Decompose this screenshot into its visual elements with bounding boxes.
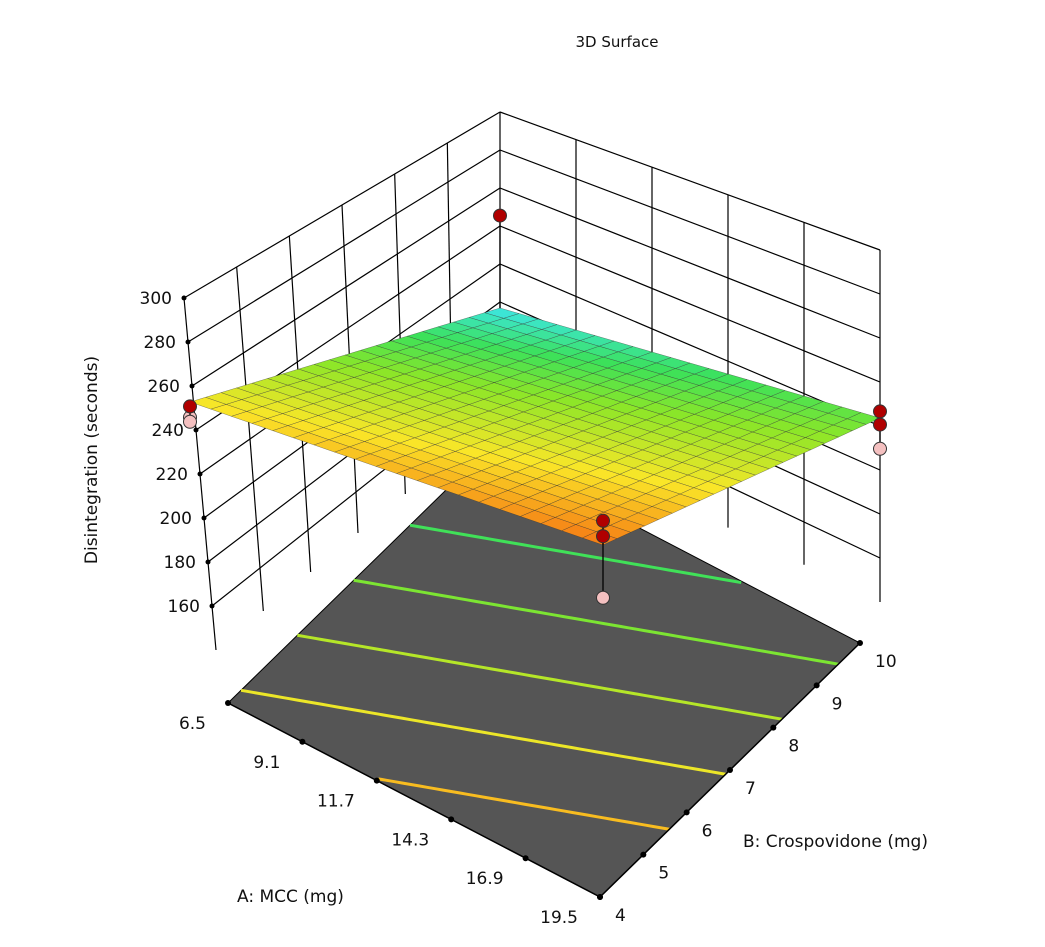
- contour-line: [297, 633, 783, 721]
- x-tick-mark: [448, 816, 455, 823]
- z-tick-mark: [185, 339, 191, 345]
- design-points-below: [183, 402, 887, 605]
- wall-gridline: [499, 187, 881, 339]
- z-tick-label: 280: [144, 333, 176, 353]
- y-tick-mark: [770, 724, 777, 731]
- chart-title: 3D Surface: [575, 33, 658, 51]
- y-tick-mark: [727, 767, 733, 773]
- z-tick-label: 260: [148, 377, 180, 397]
- x-tick-label: 16.9: [466, 869, 504, 889]
- y-axis-label: B: Crospovidone (mg): [743, 832, 928, 852]
- z-tick-label: 200: [160, 509, 192, 529]
- z-tick-mark: [181, 295, 187, 301]
- contour-line: [409, 523, 742, 585]
- design-point: [493, 208, 507, 223]
- z-tick-mark: [209, 603, 215, 609]
- design-point: [596, 529, 610, 544]
- wall-gridline: [236, 266, 264, 612]
- contour-line: [353, 578, 839, 666]
- contour-line: [378, 777, 670, 831]
- x-tick-label: 11.7: [317, 792, 355, 812]
- x-tick-label: 9.1: [253, 753, 280, 773]
- z-tick-mark: [193, 427, 199, 433]
- wall-gridline: [499, 111, 881, 251]
- z-tick-label: 180: [164, 553, 196, 573]
- z-tick-mark: [201, 515, 207, 521]
- response-surface: [189, 307, 881, 546]
- z-tick-label: 300: [140, 289, 172, 309]
- x-tick-label: 14.3: [391, 830, 429, 850]
- z-tick-label: 220: [156, 465, 188, 485]
- x-tick-mark: [225, 700, 231, 706]
- y-tick-label: 7: [745, 779, 756, 799]
- z-tick-label: 240: [152, 421, 184, 441]
- y-tick-mark: [597, 894, 603, 900]
- z-tick-mark: [197, 471, 203, 477]
- y-tick-label: 8: [788, 737, 799, 757]
- x-tick-label: 19.5: [540, 908, 578, 928]
- wall-gridline: [499, 225, 881, 383]
- x-tick-mark: [522, 855, 529, 862]
- z-tick-mark: [189, 383, 195, 389]
- x-tick-mark: [299, 738, 306, 745]
- y-tick-mark: [857, 640, 863, 646]
- contour-line: [240, 688, 726, 776]
- y-tick-label: 10: [875, 652, 897, 672]
- axes: 160 180 200 220 240 260 280 300 6.5 9.1 11.7 14.3 16…: [140, 289, 897, 928]
- y-tick-label: 5: [658, 864, 669, 884]
- design-point: [596, 590, 610, 605]
- surface-cell: [189, 397, 227, 410]
- x-tick-label: 6.5: [179, 714, 206, 734]
- z-tick-mark: [205, 559, 211, 565]
- x-axis-line: [227, 702, 601, 898]
- y-tick-label: 6: [702, 821, 713, 841]
- wall-gridline: [499, 149, 881, 295]
- z-axis-label: Disintegration (seconds): [82, 356, 102, 564]
- design-point: [873, 417, 887, 432]
- y-tick-label: 9: [832, 694, 843, 714]
- design-point: [596, 513, 610, 528]
- y-tick-mark: [813, 682, 820, 689]
- design-point: [873, 404, 887, 419]
- y-tick-mark: [683, 809, 690, 816]
- design-point: [183, 414, 197, 429]
- design-point: [183, 399, 197, 414]
- design-point: [873, 441, 887, 456]
- x-tick-mark: [373, 777, 380, 784]
- design-points-above: [183, 208, 887, 545]
- y-tick-label: 4: [615, 906, 626, 926]
- y-tick-mark: [640, 851, 647, 858]
- x-axis-label: A: MCC (mg): [237, 887, 344, 907]
- wall-gridline: [499, 263, 881, 427]
- z-tick-label: 160: [168, 597, 200, 617]
